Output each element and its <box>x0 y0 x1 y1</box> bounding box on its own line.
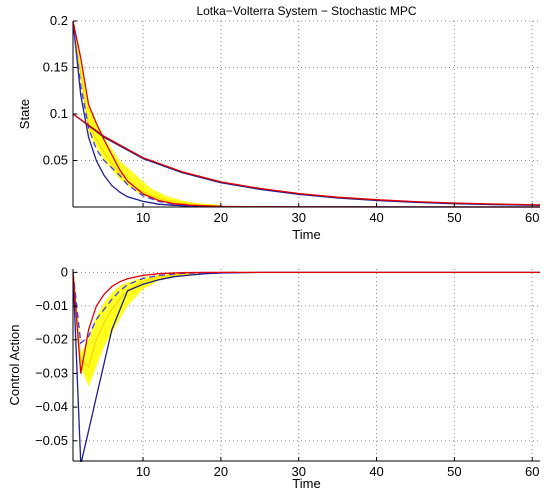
control-plot-ylabel: Control Action <box>7 325 22 406</box>
y-tick-label: 0.05 <box>43 153 68 168</box>
x-tick-label: 60 <box>525 210 539 225</box>
y-tick-label: 0 <box>61 264 68 279</box>
y-tick-label: −0.03 <box>35 365 68 380</box>
y-tick-label: 0.1 <box>50 106 68 121</box>
y-tick-label: −0.02 <box>35 332 68 347</box>
x-tick-label: 20 <box>214 464 228 479</box>
x-tick-label: 50 <box>447 210 461 225</box>
state-plot-xlabel: Time <box>292 227 320 242</box>
y-tick-label: 0.15 <box>43 60 68 75</box>
y-tick-label: −0.01 <box>35 298 68 313</box>
x-tick-label: 10 <box>136 464 150 479</box>
uncertainty-band <box>73 272 237 387</box>
series-line-2 <box>73 271 540 462</box>
series-line-4 <box>73 271 540 374</box>
series-line-1 <box>73 23 221 207</box>
x-tick-label: 10 <box>136 210 150 225</box>
x-tick-label: 20 <box>214 210 228 225</box>
grid <box>73 20 540 207</box>
grid <box>73 269 540 461</box>
x-tick-label: 50 <box>447 464 461 479</box>
x-tick-label: 60 <box>525 464 539 479</box>
series-group <box>73 271 540 462</box>
state-plot-ylabel: State <box>17 99 32 129</box>
state-plot-title: Lotka−Volterra System − Stochastic MPC <box>196 4 416 18</box>
y-tick-label: −0.04 <box>35 399 68 414</box>
series-line-4 <box>73 20 540 208</box>
y-tick-label: −0.05 <box>35 433 68 448</box>
x-tick-label: 30 <box>291 464 305 479</box>
uncertainty-band <box>73 21 221 207</box>
x-tick-label: 40 <box>369 210 383 225</box>
series-line-0 <box>73 22 221 207</box>
series-line-3 <box>73 271 237 345</box>
state-plot: Lotka−Volterra System − Stochastic MPC S… <box>17 4 540 242</box>
y-tick-label: 0.2 <box>50 13 68 28</box>
control-plot-xlabel: Time <box>292 476 320 491</box>
series-line-1 <box>73 271 237 368</box>
control-action-plot: Control Action Time 10 20 30 40 50 60 0 −0.01 −0… <box>7 264 540 491</box>
x-tick-label: 30 <box>291 210 305 225</box>
x-tick-label: 40 <box>369 464 383 479</box>
series-group <box>73 20 540 208</box>
series-line-3 <box>73 23 260 208</box>
